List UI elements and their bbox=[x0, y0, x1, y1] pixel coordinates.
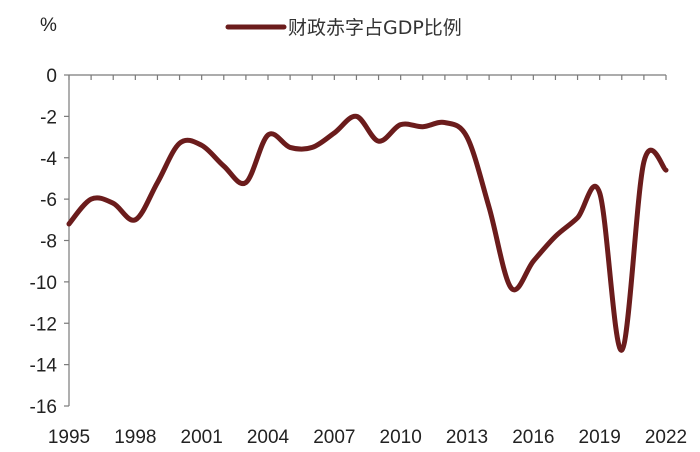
x-axis: 1995 1998 2001 2004 2007 2010 2013 2016 2019 2022 bbox=[48, 75, 687, 448]
x-tick-label: 2019 bbox=[579, 427, 621, 448]
x-tick-label: 2007 bbox=[313, 427, 355, 448]
y-tick-label: -10 bbox=[30, 273, 57, 294]
x-tick-label: 2022 bbox=[645, 427, 687, 448]
y-tick-label: -12 bbox=[30, 314, 57, 335]
x-tick-label: 2016 bbox=[512, 427, 554, 448]
y-tick-label: -6 bbox=[40, 190, 57, 211]
y-axis-unit-label: % bbox=[40, 15, 57, 36]
y-tick-label: -4 bbox=[40, 149, 57, 170]
y-tick-label: -2 bbox=[40, 107, 57, 128]
y-tick-label: -16 bbox=[30, 397, 57, 418]
x-tick-label: 2010 bbox=[380, 427, 422, 448]
y-tick-label: -8 bbox=[40, 232, 57, 253]
y-tick-label: -14 bbox=[30, 356, 58, 377]
x-tick-label: 1998 bbox=[114, 427, 156, 448]
data-points bbox=[67, 114, 669, 353]
legend: 财政赤字占GDP比例 bbox=[225, 17, 462, 39]
legend-label: 财政赤字占GDP比例 bbox=[288, 17, 462, 39]
x-tick-label: 2013 bbox=[446, 427, 488, 448]
y-axis: 0 -2 -4 -6 -8 -10 -12 -14 -16 bbox=[30, 66, 69, 418]
x-tick-label: 2004 bbox=[247, 427, 290, 448]
y-tick-label: 0 bbox=[46, 66, 57, 87]
x-tick-label: 2001 bbox=[181, 427, 223, 448]
series-line-fiscal-deficit bbox=[66, 113, 669, 353]
x-tick-label: 1995 bbox=[48, 427, 90, 448]
